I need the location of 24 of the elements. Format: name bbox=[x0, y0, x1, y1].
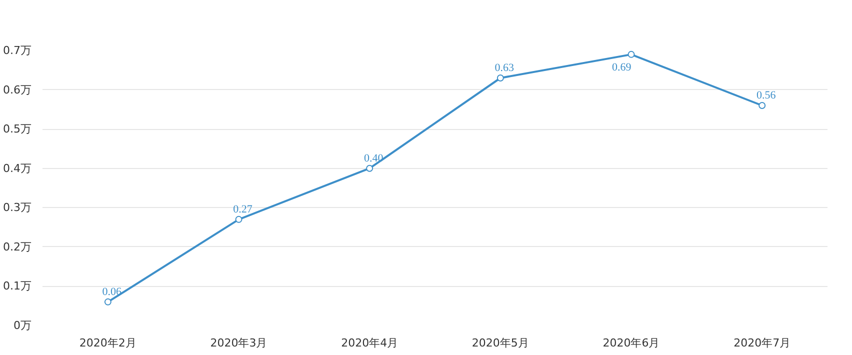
point bbox=[758, 102, 766, 109]
y-tick-label: 0.5万 bbox=[3, 122, 32, 136]
x-tick-label: 2020年3月 bbox=[210, 336, 268, 350]
data-label: 0.56 bbox=[756, 90, 776, 102]
data-label: 0.27 bbox=[233, 203, 253, 216]
data-label: 0.63 bbox=[494, 62, 515, 74]
point bbox=[628, 50, 635, 58]
point bbox=[496, 74, 504, 82]
y-tick-label: 0.2万 bbox=[3, 240, 32, 254]
x-tick-label: 2020年2月 bbox=[79, 336, 136, 350]
y-tick-label: 0万 bbox=[14, 319, 32, 332]
data-label: 0.69 bbox=[612, 61, 632, 74]
x-tick-label: 2020年7月 bbox=[734, 336, 791, 350]
point bbox=[104, 298, 112, 306]
y-tick-label: 0.3万 bbox=[3, 201, 32, 214]
point bbox=[366, 164, 374, 172]
x-tick-label: 2020年5月 bbox=[472, 336, 529, 350]
x-tick-label: 2020年6月 bbox=[602, 336, 660, 350]
y-tick-label: 0.1万 bbox=[3, 280, 32, 293]
point bbox=[235, 216, 242, 223]
y-tick-label: 0.7万 bbox=[3, 44, 32, 57]
y-tick-label: 0.6万 bbox=[3, 83, 32, 96]
x-tick-label: 2020年4月 bbox=[341, 336, 398, 350]
y-tick-label: 0.4万 bbox=[3, 162, 32, 175]
